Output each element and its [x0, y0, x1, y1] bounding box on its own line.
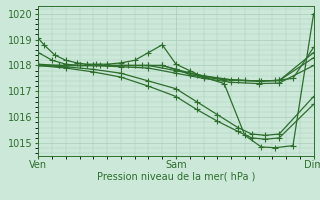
X-axis label: Pression niveau de la mer( hPa ): Pression niveau de la mer( hPa ) [97, 172, 255, 182]
